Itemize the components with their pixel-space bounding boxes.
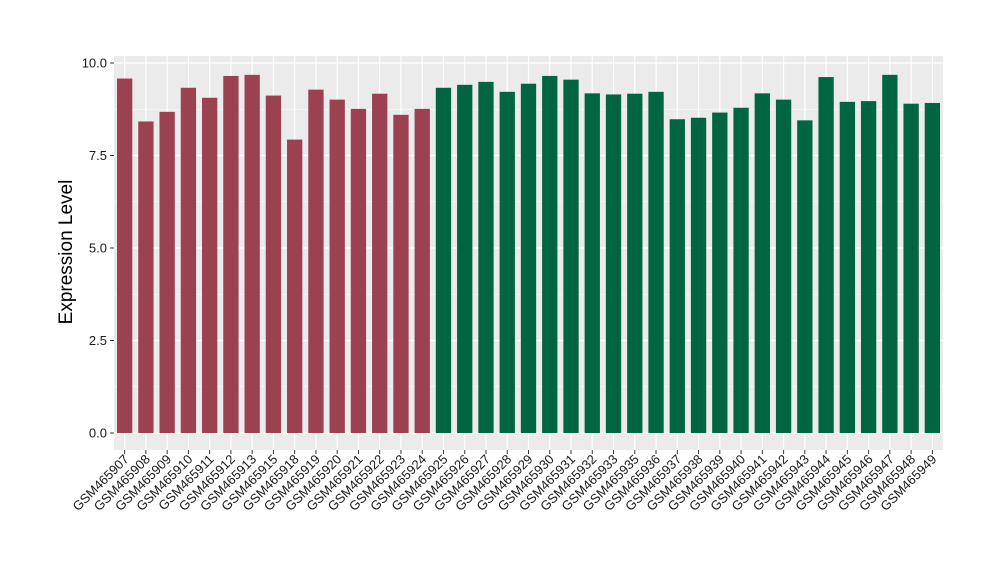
- bar-GSM465938: [690, 117, 707, 433]
- bar-GSM465913: [244, 74, 260, 433]
- bars: [116, 74, 941, 434]
- bar-GSM465936: [648, 91, 664, 434]
- y-tick-label: 10.0: [82, 56, 107, 71]
- bar-GSM465920: [329, 99, 345, 433]
- bar-GSM465924: [414, 108, 430, 433]
- x-axis: GSM465907GSM465908GSM465909GSM465910GSM4…: [70, 450, 939, 514]
- bar-GSM465911: [202, 97, 218, 433]
- bar-GSM465927: [478, 81, 494, 434]
- bar-GSM465915: [265, 95, 282, 433]
- bar-GSM465931: [563, 79, 579, 434]
- y-axis-title: Expression Level: [56, 180, 77, 325]
- bar-GSM465935: [627, 93, 643, 434]
- bar-GSM465923: [393, 114, 409, 434]
- bar-GSM465946: [860, 101, 877, 434]
- bar-GSM465908: [138, 121, 154, 434]
- bar-GSM465939: [712, 112, 728, 433]
- bar-GSM465932: [584, 93, 600, 433]
- bar-GSM465921: [350, 108, 367, 433]
- bar-GSM465941: [754, 93, 770, 433]
- bar-GSM465949: [924, 102, 941, 434]
- bar-GSM465926: [457, 84, 473, 433]
- y-tick-label: 0.0: [89, 426, 107, 441]
- bar-GSM465909: [159, 111, 175, 433]
- bar-GSM465944: [818, 77, 834, 433]
- y-tick-label: 5.0: [89, 241, 107, 256]
- bar-GSM465940: [733, 107, 749, 434]
- bar-GSM465947: [882, 74, 898, 433]
- bar-GSM465918: [287, 139, 303, 433]
- bar-GSM465930: [542, 75, 558, 433]
- bar-GSM465948: [903, 103, 919, 433]
- bar-GSM465922: [372, 93, 388, 434]
- bar-GSM465912: [223, 75, 239, 433]
- bar-GSM465943: [797, 120, 813, 433]
- y-axis: 0.0 2.5 5.0 7.5 10.0: [82, 56, 114, 441]
- bar-GSM465910: [180, 87, 197, 433]
- bar-GSM465945: [839, 101, 855, 433]
- bar-GSM465942: [775, 99, 792, 433]
- bar-GSM465937: [669, 119, 685, 434]
- bar-GSM465919: [308, 89, 324, 433]
- bar-GSM465907: [116, 78, 133, 433]
- bar-GSM465925: [435, 87, 452, 433]
- y-tick-label: 7.5: [89, 148, 107, 163]
- bar-GSM465933: [605, 94, 622, 433]
- y-tick-label: 2.5: [89, 333, 107, 348]
- bar-GSM465928: [499, 91, 515, 434]
- bar-GSM465929: [520, 83, 537, 433]
